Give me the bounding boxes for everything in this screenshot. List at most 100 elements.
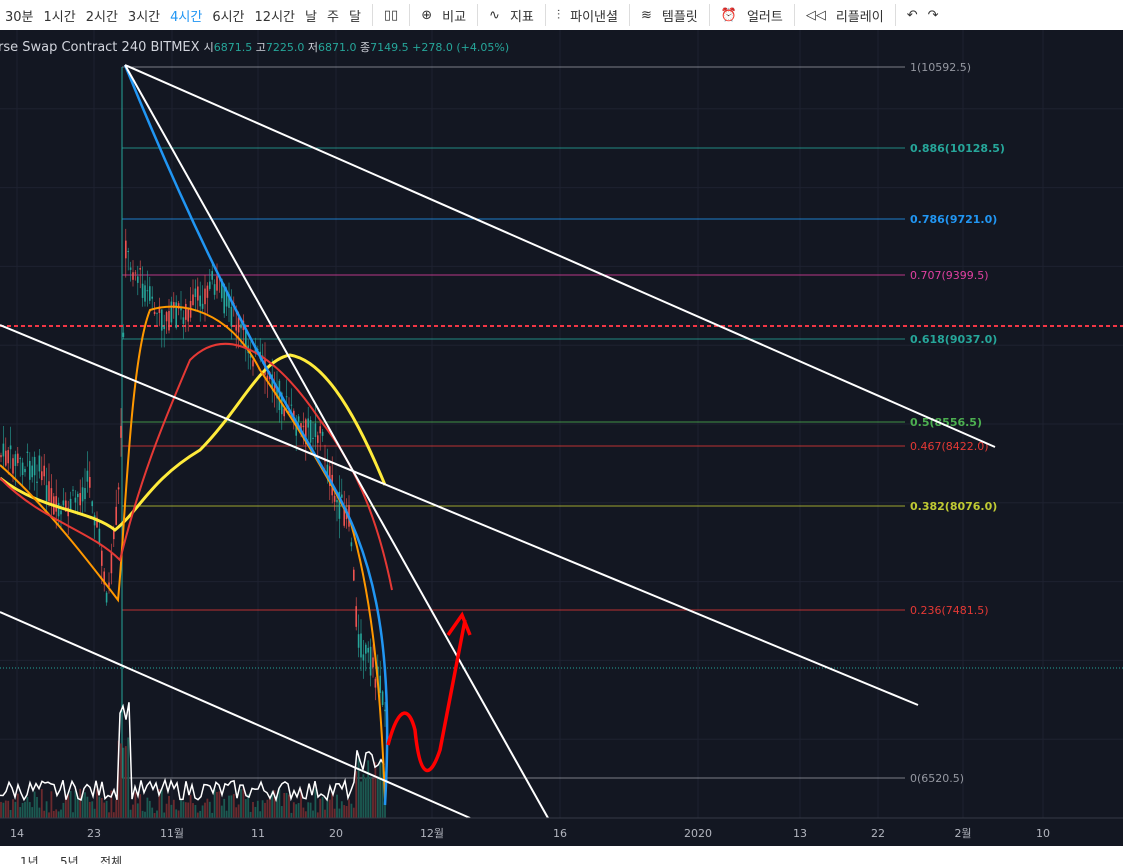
interval-button[interactable]: 12시간 — [254, 9, 295, 25]
trend-line — [0, 611, 471, 819]
volume-bar — [280, 806, 283, 818]
toolbar-button[interactable]: 파이낸셜 — [570, 9, 618, 25]
volume-bar — [259, 811, 262, 818]
button-icon[interactable]: ⏰ — [720, 7, 737, 23]
volume-bar — [302, 807, 305, 818]
volume-bar — [225, 810, 228, 818]
volume-bar — [362, 774, 365, 818]
candle-body — [65, 500, 67, 512]
candle-body — [137, 276, 139, 283]
volume-bar — [376, 776, 379, 818]
candle-body — [5, 450, 7, 466]
volume-bar — [324, 809, 326, 818]
candle-body — [285, 396, 288, 398]
volume-bar — [151, 807, 154, 818]
interval-button[interactable]: 3시간 — [127, 9, 161, 25]
candle-body — [252, 360, 254, 367]
redo[interactable]: ↷ — [927, 7, 939, 23]
volume-bar — [266, 799, 269, 818]
volume-bar — [321, 796, 324, 818]
legend: rse Swap Contract 240 BITMEX 시6871.5 고72… — [0, 40, 509, 55]
separator — [544, 4, 546, 26]
candle-body — [307, 418, 309, 428]
candle-body — [204, 288, 206, 305]
interval-button[interactable]: 4시간 — [170, 9, 203, 25]
candle-body — [180, 307, 182, 311]
volume-bar — [252, 801, 254, 818]
candle-body — [221, 278, 223, 299]
candle-body — [86, 470, 89, 482]
fib-label: 0.707(9399.5) — [910, 269, 989, 282]
candle-body — [74, 497, 77, 503]
candle-body — [312, 437, 314, 440]
candle-body — [355, 606, 357, 627]
button-icon[interactable]: ≋ — [640, 7, 652, 23]
interval-button[interactable]: 날 — [305, 9, 317, 25]
candle-body — [163, 326, 165, 330]
interval-button[interactable]: 2시간 — [85, 9, 118, 25]
candle-body — [329, 466, 331, 486]
volume-bar — [28, 802, 31, 818]
candle-body — [139, 268, 141, 270]
candle-body — [213, 284, 216, 295]
candle-body — [209, 281, 211, 289]
volume-bar — [0, 801, 2, 818]
candle-body — [122, 332, 125, 337]
candle-body — [96, 517, 98, 528]
candle-body — [350, 542, 353, 547]
chart-type-icon[interactable]: ▯▯ — [383, 7, 399, 23]
candle-body — [374, 678, 377, 688]
candle-body — [24, 468, 26, 473]
button-icon[interactable]: ∿ — [489, 7, 500, 23]
button-icon[interactable]: ◁◁ — [805, 7, 826, 23]
volume-bar — [153, 812, 156, 818]
change: +278.0 (+4.05%) — [412, 41, 509, 54]
interval-button[interactable]: 1시간 — [43, 9, 76, 25]
undo[interactable]: ↶ — [906, 7, 918, 23]
candle-body — [333, 495, 336, 502]
volume-bar — [115, 799, 118, 818]
volume-bar — [312, 810, 314, 818]
time-label: 10 — [1036, 827, 1050, 840]
volume-bar — [62, 802, 65, 818]
candle-body — [2, 443, 5, 457]
candle-body — [117, 487, 120, 490]
interval-button[interactable]: 6시간 — [212, 9, 245, 25]
candle-body — [105, 592, 108, 603]
toolbar-button[interactable]: 얼러트 — [746, 9, 783, 25]
candle-body — [67, 507, 69, 517]
volume-bar — [331, 792, 334, 818]
button-icon[interactable]: ⫶ — [556, 7, 561, 23]
volume-bar — [360, 781, 362, 818]
range-button[interactable]: 1년 — [20, 855, 39, 864]
volume-bar — [316, 812, 319, 818]
volume-bar — [91, 801, 94, 818]
interval-button[interactable]: 주 — [326, 9, 339, 25]
volume-bar — [369, 776, 372, 818]
time-label: 12월 — [420, 827, 444, 840]
toolbar-button[interactable]: 리플레이 — [835, 9, 884, 25]
volume-bar — [228, 795, 230, 818]
fib-label: 0.5(8556.5) — [910, 416, 982, 429]
range-button[interactable]: 전체 — [100, 855, 122, 864]
volume-bar — [129, 809, 132, 818]
candle-body — [141, 283, 144, 298]
candle-body — [297, 416, 300, 422]
volume-bar — [285, 792, 288, 818]
toolbar-button[interactable]: 지표 — [509, 9, 534, 25]
volume-bar — [247, 794, 250, 818]
button-icon[interactable]: ⊕ — [421, 7, 433, 23]
candle-body — [185, 303, 187, 320]
interval-button[interactable]: 30분 — [5, 9, 34, 25]
candle-body — [72, 489, 74, 491]
toolbar-button[interactable]: 비교 — [442, 9, 467, 25]
range-button[interactable]: 5년 — [60, 855, 79, 864]
volume-bar — [110, 790, 113, 818]
candle-body — [302, 425, 305, 428]
candle-body — [357, 634, 360, 648]
volume-bar — [307, 802, 310, 818]
toolbar-button[interactable]: 템플릿 — [661, 9, 698, 25]
time-label: 23 — [87, 827, 101, 840]
volume-bar — [240, 789, 242, 818]
interval-button[interactable]: 달 — [348, 9, 361, 25]
